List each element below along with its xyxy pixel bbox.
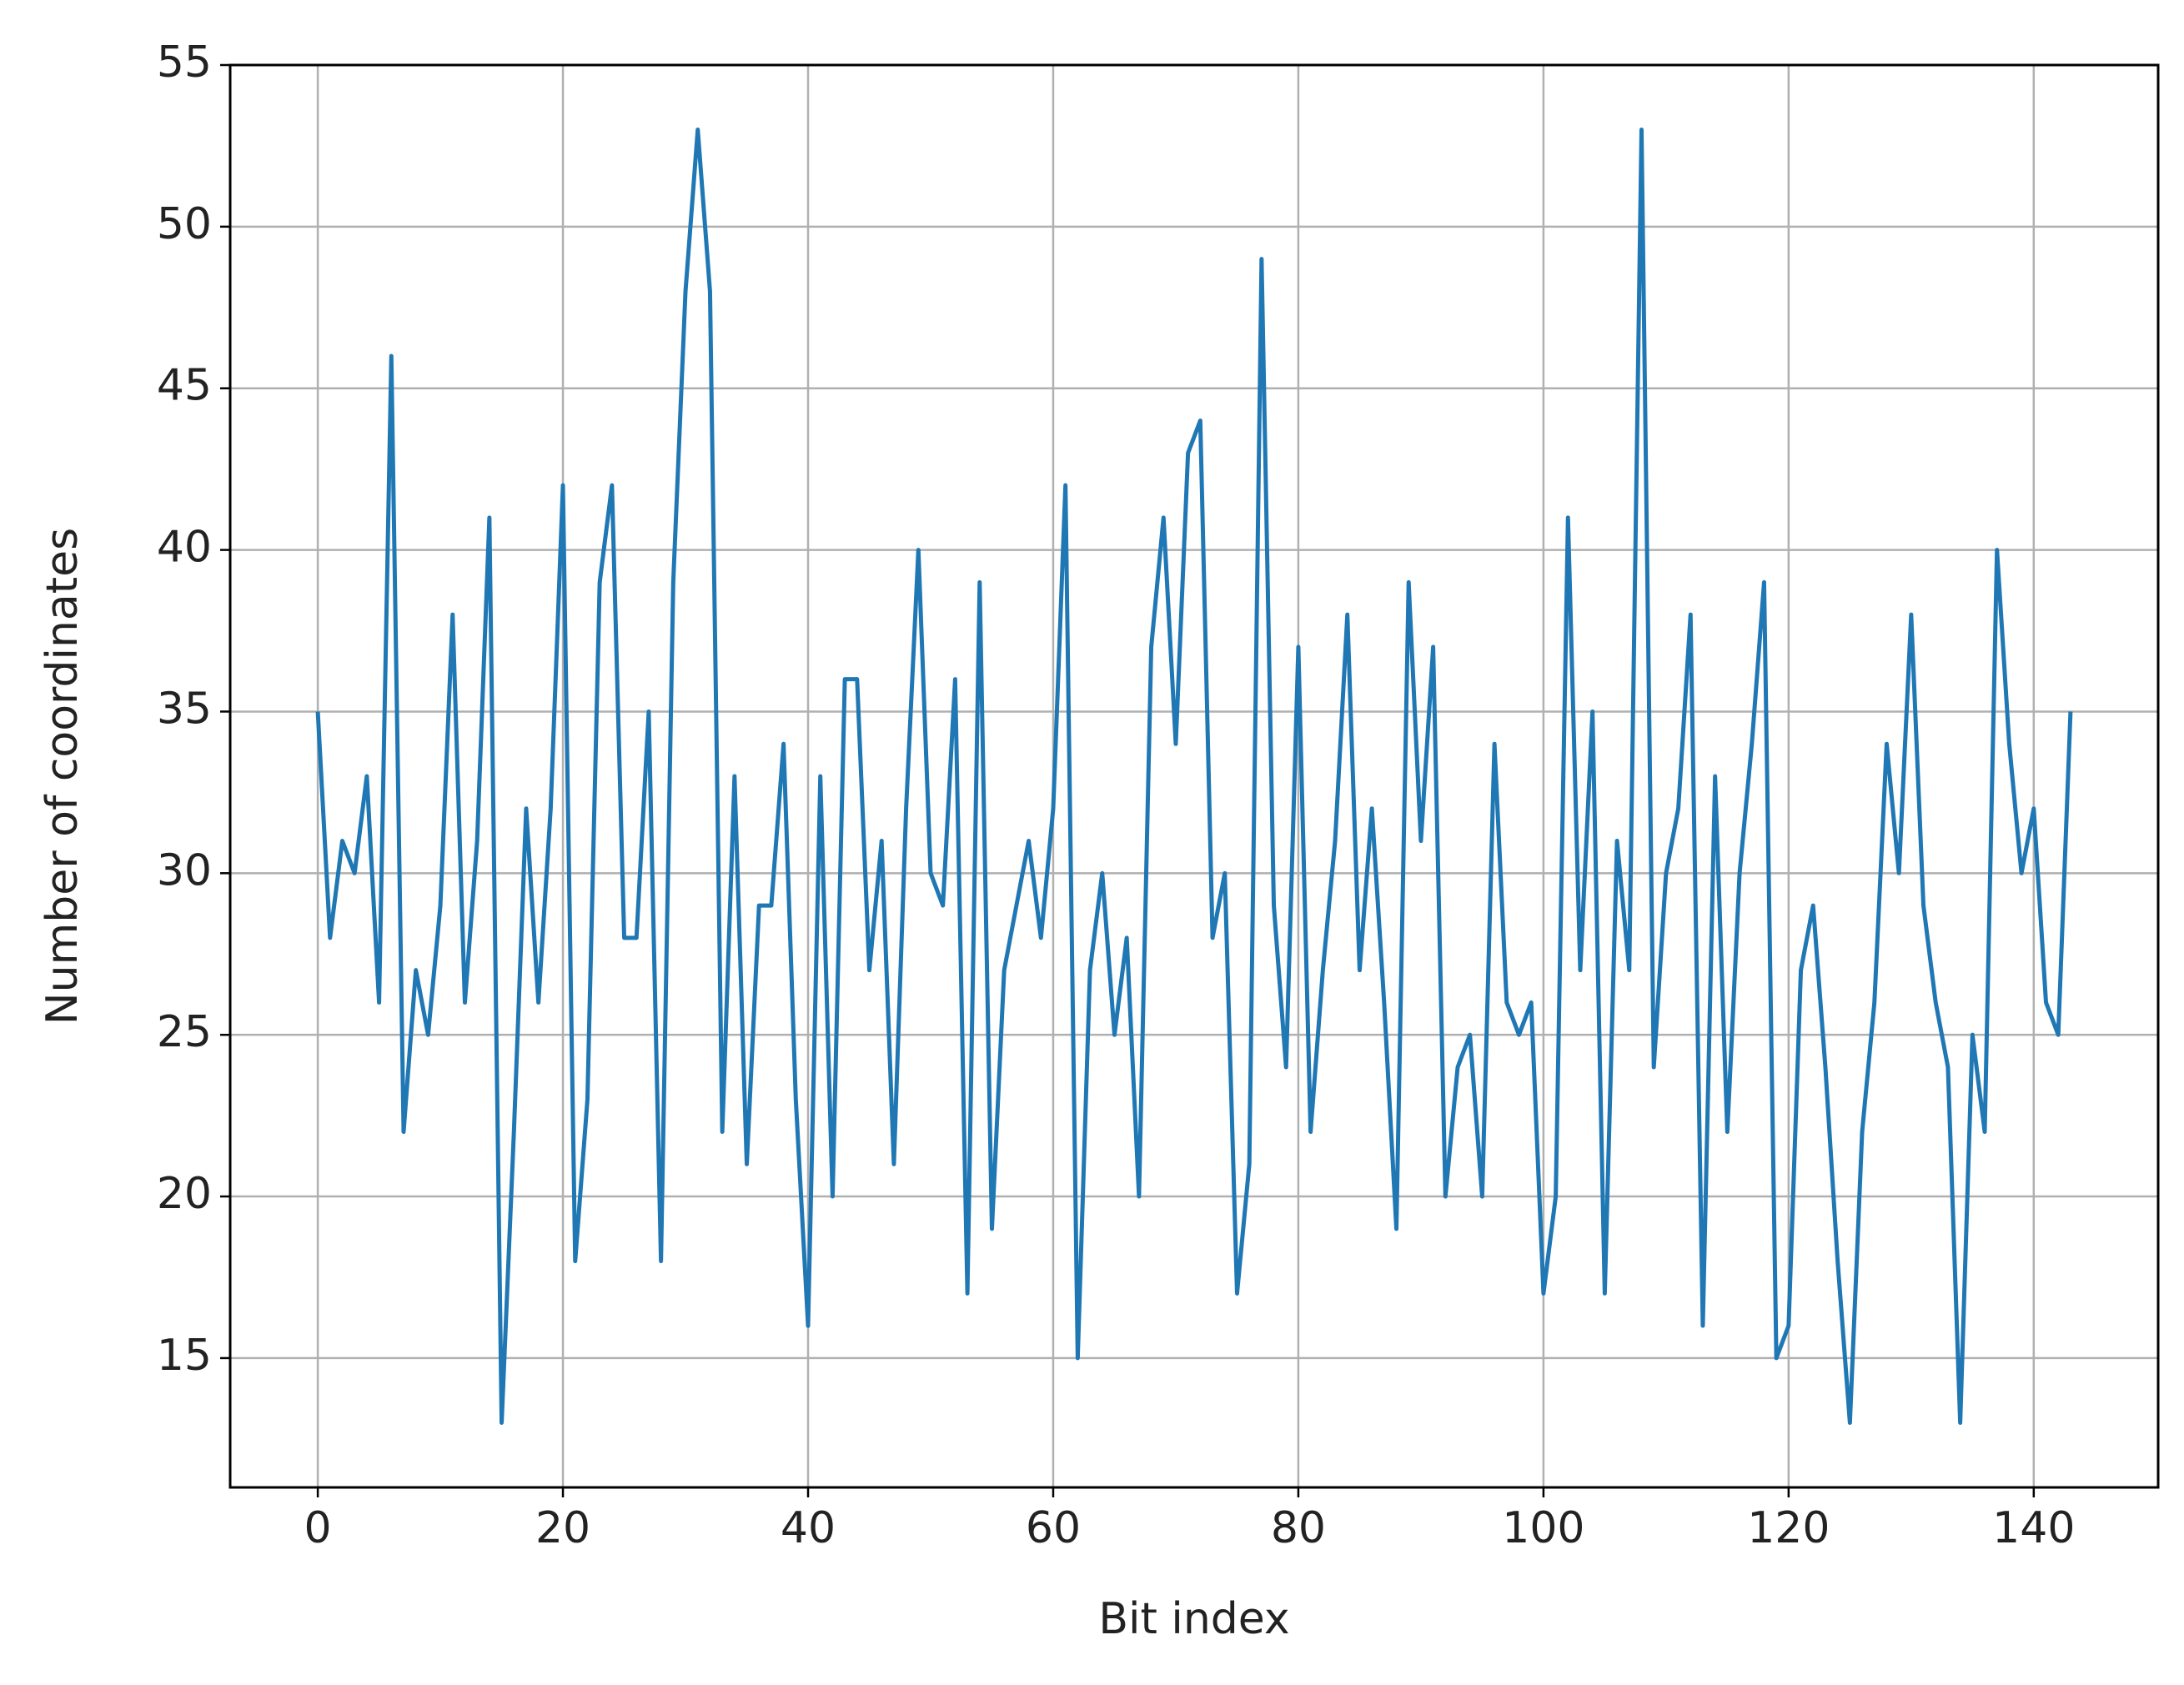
y-tick-label: 40: [157, 523, 212, 573]
x-tick-label: 40: [781, 1503, 836, 1553]
y-tick-label: 50: [157, 199, 212, 249]
x-tick-label: 100: [1502, 1503, 1584, 1553]
x-tick-label: 120: [1747, 1503, 1830, 1553]
y-axis-label: Number of coordinates: [38, 528, 88, 1026]
x-tick-label: 20: [535, 1503, 590, 1553]
y-tick-label: 45: [157, 361, 212, 411]
x-tick-label: 60: [1026, 1503, 1081, 1553]
plot-frame: [228, 63, 2160, 1489]
data-line: [315, 128, 2073, 1425]
x-tick-label: 140: [1992, 1503, 2075, 1553]
x-tick-label: 80: [1271, 1503, 1326, 1553]
y-tick-label: 20: [157, 1169, 212, 1219]
y-tick-label: 35: [157, 684, 212, 734]
y-tick-label: 30: [157, 845, 212, 895]
x-tick-label: 0: [304, 1503, 332, 1553]
x-axis-label: Bit index: [1098, 1594, 1289, 1644]
y-tick-label: 55: [157, 38, 212, 88]
y-tick-label: 15: [157, 1331, 212, 1381]
y-tick-label: 25: [157, 1007, 212, 1057]
